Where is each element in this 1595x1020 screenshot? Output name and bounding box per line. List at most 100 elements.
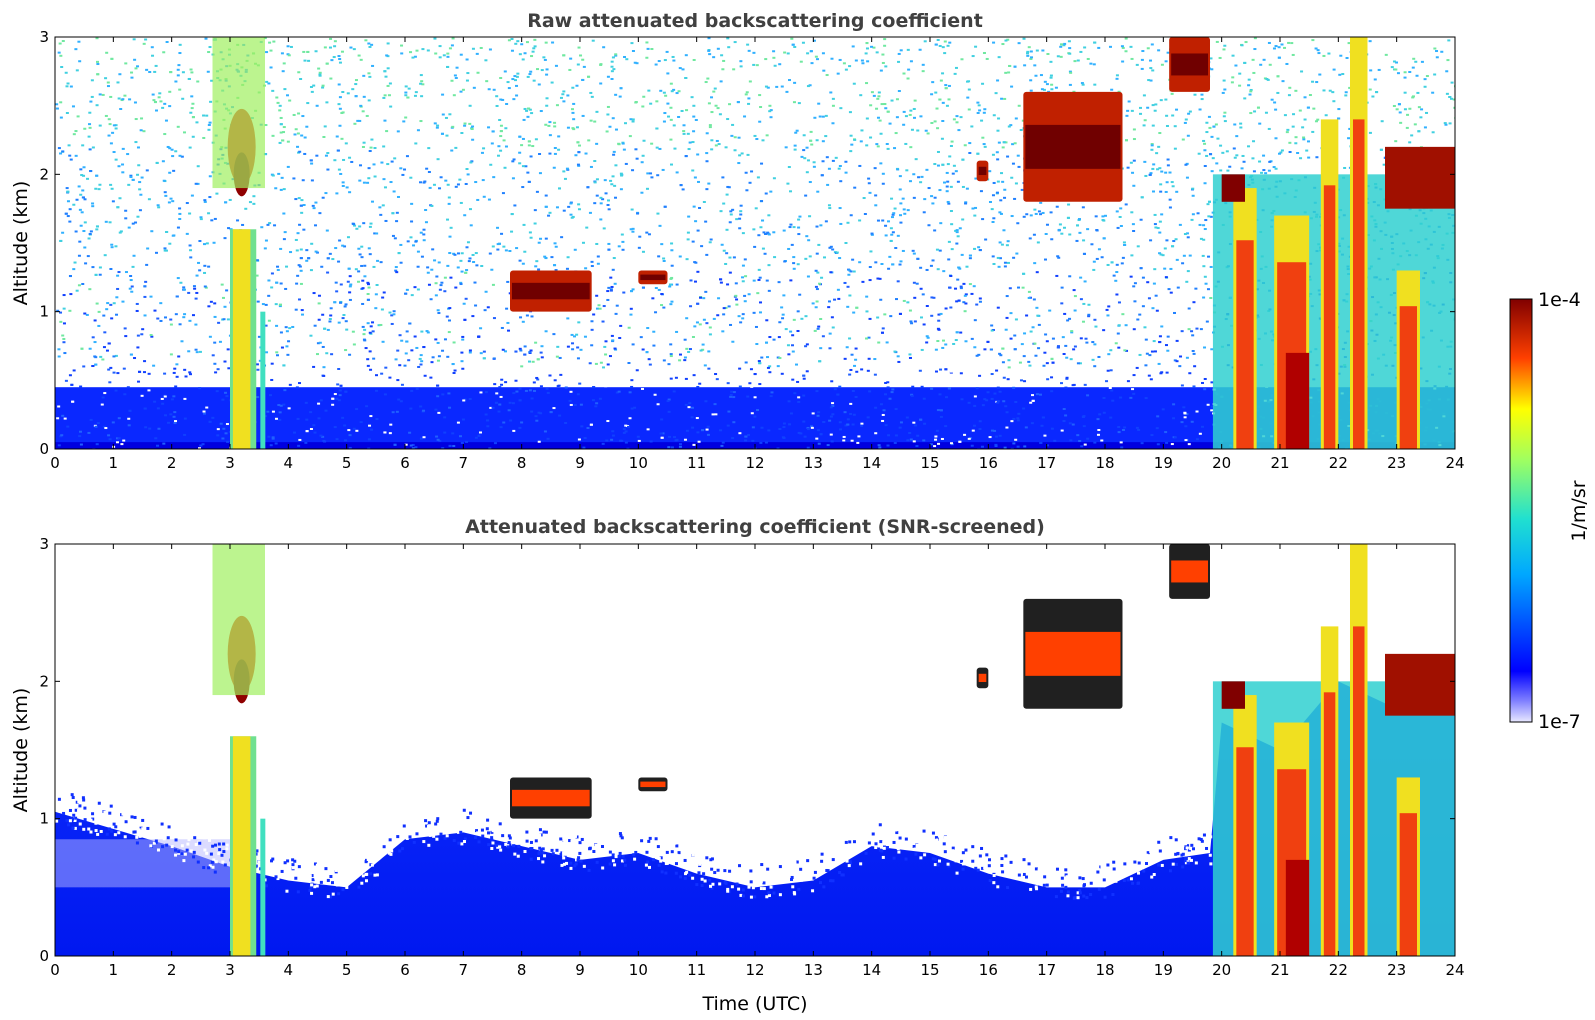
raw-noise-pixel: [606, 105, 610, 108]
raw-noise-pixel: [341, 90, 345, 93]
raw-noise-pixel: [275, 351, 279, 354]
raw-noise-pixel: [95, 60, 99, 63]
raw-noise-pixel: [970, 444, 974, 447]
raw-noise-pixel: [881, 53, 885, 56]
raw-noise-pixel: [1118, 215, 1122, 218]
raw-noise-pixel: [988, 201, 992, 204]
raw-noise-pixel: [1062, 408, 1066, 411]
raw-noise-pixel: [732, 421, 736, 424]
raw-noise-pixel: [294, 238, 298, 241]
raw-noise-pixel: [669, 355, 673, 358]
raw-noise-pixel: [300, 211, 304, 214]
raw-noise-pixel: [1028, 237, 1032, 240]
raw-noise-pixel: [173, 422, 177, 425]
raw-noise-pixel: [82, 174, 86, 177]
raw-noise-pixel: [769, 395, 773, 398]
raw-noise-pixel: [513, 75, 517, 78]
raw-noise-pixel: [691, 426, 695, 429]
raw-noise-pixel: [815, 288, 819, 291]
raw-noise-pixel: [714, 373, 718, 376]
raw-noise-pixel: [672, 390, 676, 393]
raw-noise-pixel: [1183, 233, 1187, 236]
raw-noise-pixel: [888, 397, 892, 400]
raw-noise-pixel: [367, 177, 371, 180]
raw-noise-pixel: [941, 120, 945, 123]
raw-noise-pixel: [576, 63, 580, 66]
raw-noise-pixel: [850, 353, 854, 356]
raw-noise-pixel: [837, 167, 841, 170]
raw-noise-pixel: [1267, 169, 1271, 172]
raw-noise-pixel: [422, 233, 426, 236]
raw-noise-pixel: [691, 141, 695, 144]
raw-noise-pixel: [548, 121, 552, 124]
raw-noise-pixel: [1292, 113, 1296, 116]
raw-noise-pixel: [248, 201, 252, 204]
raw-noise-pixel: [267, 435, 271, 438]
raw-noise-pixel: [358, 119, 362, 122]
raw-noise-pixel: [719, 210, 723, 213]
raw-noise-pixel: [443, 276, 447, 279]
raw-noise-pixel: [687, 350, 691, 353]
raw-noise-pixel: [1332, 68, 1336, 71]
raw-noise-pixel: [422, 436, 426, 439]
raw-noise-pixel: [719, 80, 723, 83]
raw-noise-pixel: [1029, 57, 1033, 60]
raw-noise-pixel: [619, 324, 623, 327]
raw-noise-pixel: [510, 49, 514, 52]
raw-noise-pixel: [337, 367, 341, 370]
raw-noise-pixel: [683, 338, 687, 341]
raw-noise-pixel: [759, 226, 763, 229]
raw-noise-pixel: [1131, 223, 1135, 226]
raw-noise-pixel: [1071, 384, 1075, 387]
raw-noise-pixel: [744, 361, 748, 364]
raw-noise-pixel: [132, 38, 136, 41]
raw-noise-pixel: [891, 231, 895, 234]
raw-noise-pixel: [225, 423, 229, 426]
raw-noise-pixel: [333, 40, 337, 43]
raw-noise-pixel: [301, 313, 305, 316]
raw-noise-pixel: [62, 294, 66, 297]
raw-noise-pixel: [719, 429, 723, 432]
raw-noise-pixel: [372, 357, 376, 360]
raw-noise-pixel: [707, 367, 711, 370]
raw-noise-pixel: [252, 195, 256, 198]
raw-noise-pixel: [1129, 161, 1133, 164]
raw-noise-pixel: [1132, 138, 1136, 141]
raw-noise-pixel: [104, 427, 108, 430]
raw-noise-pixel: [631, 227, 635, 230]
raw-noise-pixel: [936, 150, 940, 153]
raw-noise-pixel: [1150, 434, 1154, 437]
raw-noise-pixel: [955, 121, 959, 124]
raw-noise-pixel: [277, 404, 281, 407]
raw-noise-pixel: [1198, 108, 1202, 111]
raw-noise-pixel: [309, 85, 313, 88]
raw-noise-pixel: [86, 255, 90, 258]
raw-noise-pixel: [1079, 50, 1083, 53]
raw-noise-pixel: [1117, 346, 1121, 349]
raw-noise-pixel: [957, 129, 961, 132]
raw-noise-pixel: [1049, 76, 1053, 79]
raw-noise-pixel: [1043, 258, 1047, 261]
raw-noise-pixel: [678, 255, 682, 258]
raw-noise-pixel: [1184, 439, 1188, 442]
raw-noise-pixel: [805, 343, 809, 346]
raw-noise-pixel: [465, 58, 469, 61]
raw-noise-pixel: [1065, 376, 1069, 379]
raw-noise-pixel: [843, 281, 847, 284]
raw-noise-pixel: [960, 253, 964, 256]
raw-noise-pixel: [1183, 416, 1187, 419]
raw-noise-pixel: [433, 122, 437, 125]
raw-noise-pixel: [955, 231, 959, 234]
raw-noise-pixel: [792, 318, 796, 321]
raw-noise-pixel: [489, 163, 493, 166]
raw-noise-pixel: [1055, 205, 1059, 208]
raw-noise-pixel: [459, 281, 463, 284]
raw-noise-pixel: [759, 301, 763, 304]
raw-noise-pixel: [178, 52, 182, 55]
raw-noise-pixel: [1198, 432, 1202, 435]
raw-noise-pixel: [1139, 112, 1143, 115]
raw-noise-pixel: [623, 122, 627, 125]
raw-noise-pixel: [59, 101, 63, 104]
raw-noise-pixel: [852, 270, 856, 273]
raw-noise-pixel: [56, 309, 60, 312]
